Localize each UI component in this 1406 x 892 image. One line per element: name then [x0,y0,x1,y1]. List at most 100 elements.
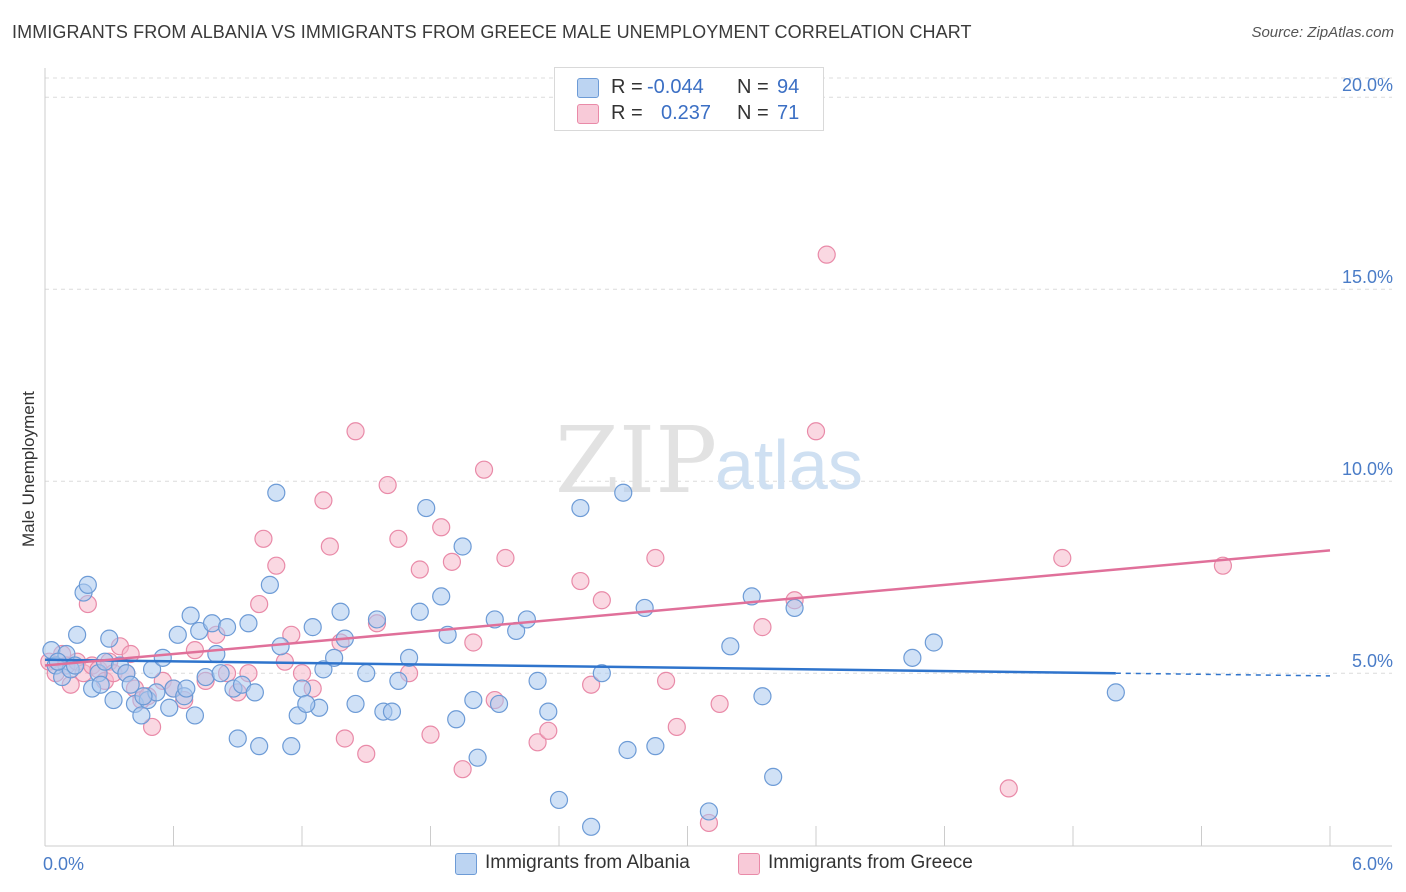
greece-point [528,733,547,752]
albania-point [104,690,123,710]
watermark-zip: ZIP [555,407,717,514]
albania-point [367,610,387,629]
albania-point [389,671,408,690]
albania-point [245,683,264,702]
albania-point [432,587,451,606]
albania-point [78,575,97,594]
albania-point [91,675,110,694]
albania-point [903,648,922,667]
greece-point [999,779,1018,798]
albania-r-value: -0.044 [647,76,704,98]
chart-source: Source: ZipAtlas.com [1251,24,1394,41]
albania-point [1106,683,1125,702]
greece-point [571,571,590,591]
greece-point [710,694,729,714]
greece-point [421,725,440,744]
greece-point [142,717,162,737]
albania-point [582,817,601,836]
albania-point [447,710,466,729]
albania-n-label: N = [737,76,769,98]
albania-point [217,618,237,637]
albania-point [314,660,333,679]
albania-point [181,606,200,625]
albania-point [48,652,67,671]
chart-title: IMMIGRANTS FROM ALBANIA VS IMMIGRANTS FR… [12,22,972,42]
albania-point [292,679,312,698]
albania-point [239,614,258,633]
albania-point [764,767,783,786]
legend-albania-swatch [455,853,477,875]
albania-point [196,667,215,687]
greece-point [496,548,515,568]
albania-point [592,664,611,683]
greece-point [292,664,312,683]
x-tick-label-end: 6.0% [1352,854,1393,874]
albania-point [331,602,350,621]
albania-swatch [577,78,599,98]
albania-point [177,679,196,698]
greece-point [378,475,397,495]
albania-point [68,625,87,644]
albania-point [699,802,719,821]
albania-point [250,737,269,756]
greece-point [432,518,451,537]
greece-point [464,633,483,652]
tick-labels: 5.0% 10.0% 15.0% 20.0% 0.0% 6.0% [43,75,1393,874]
albania-point [202,614,222,633]
albania-point [132,706,151,725]
albania-point [571,498,590,518]
albania-point [618,740,637,760]
albania-point [417,498,436,518]
y-axis-label: Male Unemployment [19,391,38,547]
axes [44,68,1392,847]
greece-point [592,591,611,610]
greece-point [453,760,472,779]
greece-point [656,671,676,690]
albania-point [646,737,665,756]
data-points [40,245,1233,836]
greece-swatch [577,104,599,124]
albania-point [100,629,119,648]
stats-legend: R = -0.044 N = 94 R = 0.237 N = 71 [554,67,824,131]
greece-point [442,552,462,571]
greece-point [335,729,354,748]
greece-point [357,744,376,763]
albania-point [549,790,569,810]
albania-point [207,644,226,664]
greece-point [346,422,365,441]
albania-point [160,698,179,717]
greece-point [410,560,429,579]
albania-r-label: R = [611,76,643,98]
y-tick-label: 20.0% [1342,75,1393,95]
greece-point [185,641,205,660]
greece-point [474,460,494,479]
albania-point [517,610,536,629]
albania-point [528,671,547,690]
y-tick-label: 15.0% [1342,267,1393,287]
albania-point [410,602,429,621]
greece-r-label: R = [611,102,643,124]
albania-point [753,687,772,706]
grid-lines [45,77,1392,674]
albania-point [453,537,472,556]
watermark-atlas: atlas [715,426,863,504]
albania-point [464,690,483,710]
greece-n-label: N = [737,102,769,124]
legend-albania-label: Immigrants from Albania [485,852,690,873]
albania-trend-line [44,658,1116,675]
albania-point [635,598,654,618]
albania-point [185,706,205,725]
albania-point [924,633,943,652]
albania-point [468,748,487,767]
albania-point [121,675,140,694]
albania-point [297,694,316,714]
albania-point [539,702,558,721]
greece-point [254,529,273,548]
greece-r-value: 0.237 [661,102,712,124]
albania-point [271,637,290,656]
greece-point [582,675,601,694]
greece-point [817,245,836,264]
albania-point [489,694,509,714]
greece-point [267,556,286,575]
